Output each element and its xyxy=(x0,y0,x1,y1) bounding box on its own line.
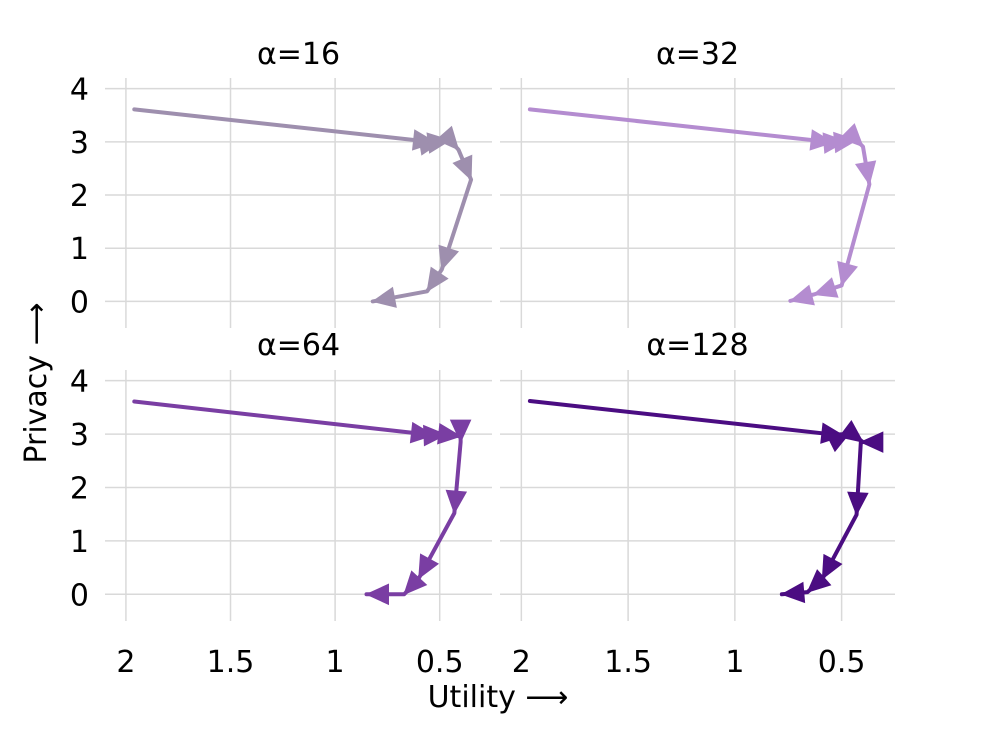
x-tick-label: 2 xyxy=(512,645,531,680)
x-tick-label: 1.5 xyxy=(604,645,652,680)
panel-2: α=32 xyxy=(500,37,895,328)
data-point-marker xyxy=(435,125,460,151)
y-tick-label: 1 xyxy=(70,232,89,267)
data-point-marker xyxy=(423,424,448,447)
x-tick-label: 2 xyxy=(116,645,135,680)
data-point-marker xyxy=(365,583,389,606)
y-tick-label: 0 xyxy=(70,285,89,320)
data-point-marker xyxy=(859,431,884,453)
x-tick-label: 1 xyxy=(725,645,744,680)
data-point-marker xyxy=(445,489,468,515)
panel-title: α=16 xyxy=(257,37,340,72)
data-point-marker xyxy=(418,553,440,580)
panel-1: α=16 0 1 2 3 4 xyxy=(70,37,492,328)
y-tick-label: 4 xyxy=(70,365,89,400)
data-point-marker xyxy=(437,423,462,445)
y-axis-label: Privacy ⟶ xyxy=(19,302,54,463)
data-point-marker xyxy=(812,277,839,298)
data-point-marker xyxy=(452,154,473,181)
panel-title: α=32 xyxy=(656,37,739,72)
data-point-marker xyxy=(806,569,832,593)
y-tick-label: 3 xyxy=(70,126,89,161)
panels: α=16 0 1 2 3 4 α=32 α=64 0 1 2 3 4 2 1.5 1 0.5 α=128 2 1.5 1… xyxy=(70,37,895,680)
data-point-marker xyxy=(403,570,428,596)
panel-4: α=128 2 1.5 1 0.5 xyxy=(500,328,895,680)
x-tick-label: 0.5 xyxy=(416,645,464,680)
y-tick-label: 2 xyxy=(70,179,89,214)
data-point-marker xyxy=(821,553,843,580)
data-point-marker xyxy=(839,123,864,148)
y-tick-label: 1 xyxy=(70,525,89,560)
data-point-marker xyxy=(809,129,835,151)
x-axis-label: Utility ⟶ xyxy=(428,680,569,715)
y-tick-label: 3 xyxy=(70,418,89,453)
data-point-marker xyxy=(854,160,877,186)
x-tick-label: 1 xyxy=(326,645,345,680)
data-point-marker xyxy=(409,421,435,444)
data-point-marker xyxy=(838,419,864,443)
data-point-marker xyxy=(837,260,858,287)
x-tick-label: 0.5 xyxy=(818,645,866,680)
y-tick-label: 4 xyxy=(70,73,89,108)
data-point-marker xyxy=(426,266,449,293)
data-point-marker xyxy=(847,491,869,516)
x-tick-label: 1.5 xyxy=(207,645,255,680)
panel-title: α=64 xyxy=(257,328,340,363)
data-point-marker xyxy=(371,286,397,308)
data-point-marker xyxy=(426,132,452,154)
y-tick-label: 2 xyxy=(70,471,89,506)
data-point-marker xyxy=(449,419,472,444)
y-tick-label: 0 xyxy=(70,578,89,613)
data-point-marker xyxy=(438,244,460,271)
data-point-marker xyxy=(780,581,806,604)
panel-title: α=128 xyxy=(646,328,748,363)
series-line xyxy=(527,398,865,597)
data-point-marker xyxy=(789,284,815,306)
panel-3: α=64 0 1 2 3 4 2 1.5 1 0.5 xyxy=(70,328,492,680)
